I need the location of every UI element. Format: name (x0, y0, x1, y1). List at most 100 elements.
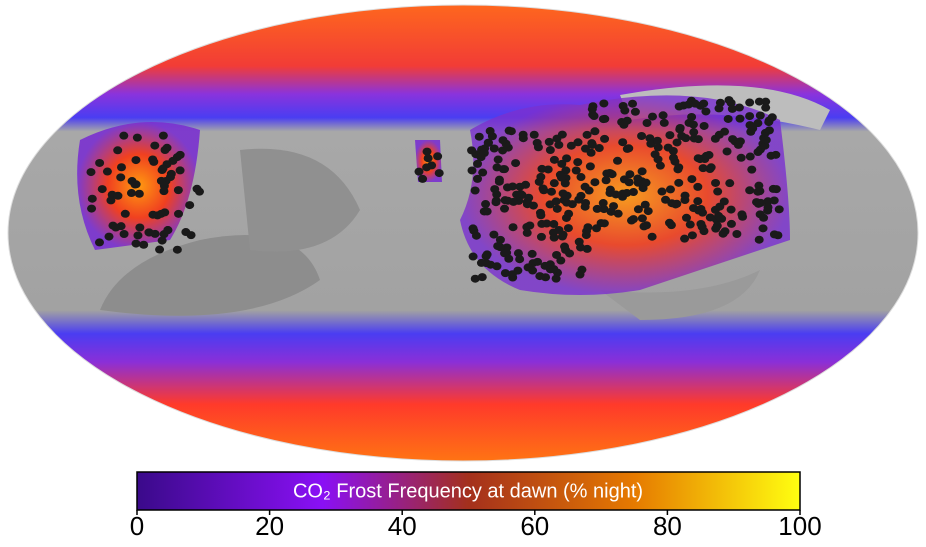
crater-dot (576, 191, 586, 200)
crater-dot (560, 179, 570, 188)
crater-dot (482, 207, 492, 216)
crater-dot (549, 179, 559, 188)
crater-dot (546, 187, 556, 196)
crater-dot (536, 232, 546, 241)
crater-dot (727, 104, 737, 113)
crater-dot (723, 114, 733, 123)
crater-dot (713, 187, 723, 196)
crater-dot (556, 173, 566, 182)
crater-dot (680, 191, 690, 200)
crater-dot (522, 228, 532, 237)
crater-dot (618, 138, 628, 147)
crater-dot (414, 167, 424, 176)
crater-dot (490, 185, 500, 194)
crater-dot (542, 219, 552, 228)
crater-dot (483, 138, 493, 147)
crater-dot (130, 180, 140, 189)
crater-dot (674, 102, 684, 111)
crater-dot (594, 144, 604, 153)
crater-dot (515, 182, 525, 191)
crater-dot (599, 205, 609, 214)
crater-dot (666, 221, 676, 230)
crater-dot (551, 274, 561, 283)
crater-dot (499, 204, 509, 213)
crater-dot (645, 134, 655, 143)
crater-dot (150, 229, 160, 238)
crater-dot (734, 103, 744, 112)
crater-dot (590, 127, 600, 136)
crater-dot (160, 145, 170, 154)
crater-dot (687, 175, 697, 184)
crater-dot (720, 227, 730, 236)
crater-dot (643, 207, 653, 216)
crater-dot (552, 204, 562, 213)
crater-dot (769, 196, 779, 205)
globe-outline (7, 4, 919, 462)
crater-dot (725, 179, 735, 188)
crater-dot (599, 99, 609, 108)
crater-dot (551, 197, 561, 206)
crater-dot (126, 189, 136, 198)
crater-dot (87, 204, 97, 213)
crater-dot (736, 153, 746, 162)
crater-dot (761, 136, 771, 145)
crater-dot (752, 198, 762, 207)
crater-dot (624, 178, 634, 187)
crater-dot (706, 163, 716, 172)
crater-dot (172, 245, 182, 254)
crater-dot (648, 112, 658, 121)
crater-dot (687, 231, 697, 240)
crater-dot (116, 163, 126, 172)
crater-dot (701, 151, 711, 160)
crater-dot (633, 205, 643, 214)
crater-dot (580, 182, 590, 191)
crater-dot (545, 146, 555, 155)
crater-dot (598, 199, 608, 208)
crater-dot (175, 150, 185, 159)
crater-dot (628, 188, 638, 197)
crater-dot (495, 235, 505, 244)
crater-dot (689, 128, 699, 137)
crater-dot (468, 252, 478, 261)
crater-dot (653, 155, 663, 164)
crater-dot (507, 270, 517, 279)
crater-dot (599, 219, 609, 228)
crater-dot (522, 223, 532, 232)
crater-dot (134, 189, 144, 198)
crater-dot (605, 185, 615, 194)
crater-dot (175, 166, 185, 175)
crater-dot (647, 232, 657, 241)
crater-dot (102, 167, 112, 176)
crater-dot (194, 187, 204, 196)
crater-dot (755, 187, 765, 196)
crater-dot (549, 233, 559, 242)
crater-dot (680, 234, 690, 243)
crater-dot (106, 196, 116, 205)
crater-dot (524, 193, 534, 202)
crater-dot (529, 130, 539, 139)
crater-dot (504, 254, 514, 263)
crater-dot (131, 156, 141, 165)
crater-dot (97, 185, 107, 194)
crater-dot (671, 200, 681, 209)
crater-dot (625, 170, 635, 179)
crater-dot (637, 131, 647, 140)
crater-dot (158, 131, 168, 140)
crater-dot (753, 119, 763, 128)
crater-dot (665, 185, 675, 194)
crater-dot (652, 136, 662, 145)
crater-dot (500, 269, 510, 278)
crater-dot (485, 127, 495, 136)
crater-dot (159, 181, 169, 190)
crater-dot (113, 191, 123, 200)
crater-dot (552, 250, 562, 259)
crater-dot (641, 178, 651, 187)
crater-dot (583, 223, 593, 232)
crater-dot (580, 202, 590, 211)
crater-dot (724, 96, 734, 105)
colorbar (136, 471, 801, 511)
colorbar-tick-label: 60 (520, 511, 549, 541)
crater-dot (715, 202, 725, 211)
crater-dot (685, 220, 695, 229)
crater-dot (690, 99, 700, 108)
